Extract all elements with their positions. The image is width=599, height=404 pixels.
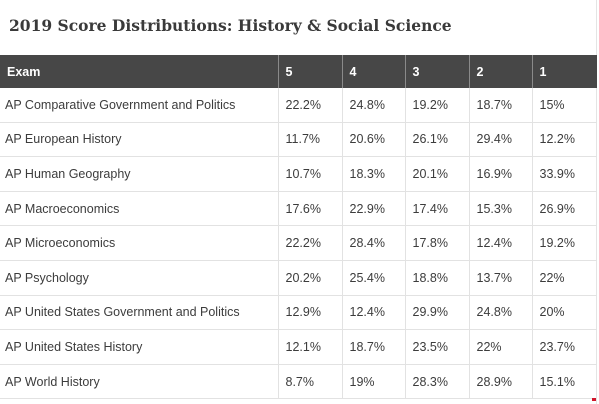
header-row: Exam 5 4 3 2 1 bbox=[0, 55, 597, 88]
score-2-cell: 22% bbox=[469, 329, 533, 365]
score-5-cell: 22.2% bbox=[278, 225, 343, 261]
score-5-cell: 8.7% bbox=[278, 364, 343, 400]
table-header: Exam 5 4 3 2 1 bbox=[0, 55, 597, 88]
score-1-cell: 15.1% bbox=[532, 364, 597, 400]
score-3-cell: 19.2% bbox=[405, 88, 470, 123]
score-4-cell: 28.4% bbox=[342, 225, 406, 261]
score-3-cell: 17.4% bbox=[405, 191, 470, 227]
score-5-cell: 20.2% bbox=[278, 260, 343, 296]
corner-marker bbox=[592, 398, 596, 401]
score-4-cell: 12.4% bbox=[342, 295, 406, 331]
score-3-cell: 28.3% bbox=[405, 364, 470, 400]
score-1-cell: 15% bbox=[532, 88, 597, 123]
exam-name-cell: AP Microeconomics bbox=[0, 225, 279, 261]
exam-name-cell: AP United States History bbox=[0, 329, 279, 365]
score-1-cell: 12.2% bbox=[532, 122, 597, 158]
score-2-cell: 29.4% bbox=[469, 122, 533, 158]
exam-name-cell: AP Psychology bbox=[0, 260, 279, 296]
score-2-cell: 18.7% bbox=[469, 88, 533, 123]
score-3-cell: 18.8% bbox=[405, 260, 470, 296]
score-5-cell: 12.1% bbox=[278, 329, 343, 365]
table-row: AP Human Geography 10.7% 18.3% 20.1% 16.… bbox=[0, 156, 597, 192]
score-1-cell: 19.2% bbox=[532, 225, 597, 261]
score-5-cell: 10.7% bbox=[278, 156, 343, 192]
table-row: AP Psychology 20.2% 25.4% 18.8% 13.7% 22… bbox=[0, 260, 597, 296]
score-3-cell: 20.1% bbox=[405, 156, 470, 192]
score-5-cell: 17.6% bbox=[278, 191, 343, 227]
score-2-cell: 13.7% bbox=[469, 260, 533, 296]
score-2-cell: 28.9% bbox=[469, 364, 533, 400]
score-4-cell: 18.7% bbox=[342, 329, 406, 365]
score-2-cell: 16.9% bbox=[469, 156, 533, 192]
table-row: AP United States History 12.1% 18.7% 23.… bbox=[0, 329, 597, 365]
score-3-cell: 26.1% bbox=[405, 122, 470, 158]
score-4-cell: 18.3% bbox=[342, 156, 406, 192]
score-4-cell: 24.8% bbox=[342, 88, 406, 123]
exam-name-cell: AP Human Geography bbox=[0, 156, 279, 192]
score-4-cell: 22.9% bbox=[342, 191, 406, 227]
header-exam: Exam bbox=[0, 55, 279, 88]
table-row: AP Comparative Government and Politics 2… bbox=[0, 88, 597, 123]
score-1-cell: 23.7% bbox=[532, 329, 597, 365]
table-body: AP Comparative Government and Politics 2… bbox=[0, 88, 597, 400]
score-3-cell: 17.8% bbox=[405, 225, 470, 261]
header-score-3: 3 bbox=[405, 55, 470, 88]
score-3-cell: 29.9% bbox=[405, 295, 470, 331]
table-row: AP United States Government and Politics… bbox=[0, 295, 597, 331]
exam-name-cell: AP Macroeconomics bbox=[0, 191, 279, 227]
table-row: AP European History 11.7% 20.6% 26.1% 29… bbox=[0, 122, 597, 158]
exam-name-cell: AP European History bbox=[0, 122, 279, 158]
page-title: 2019 Score Distributions: History & Soci… bbox=[9, 16, 452, 35]
table-row: AP Microeconomics 22.2% 28.4% 17.8% 12.4… bbox=[0, 225, 597, 261]
exam-name-cell: AP Comparative Government and Politics bbox=[0, 88, 279, 123]
header-score-4: 4 bbox=[342, 55, 406, 88]
exam-name-cell: AP United States Government and Politics bbox=[0, 295, 279, 331]
exam-name-cell: AP World History bbox=[0, 364, 279, 400]
score-2-cell: 24.8% bbox=[469, 295, 533, 331]
score-1-cell: 22% bbox=[532, 260, 597, 296]
score-1-cell: 33.9% bbox=[532, 156, 597, 192]
header-score-1: 1 bbox=[532, 55, 597, 88]
score-5-cell: 12.9% bbox=[278, 295, 343, 331]
table-row: AP World History 8.7% 19% 28.3% 28.9% 15… bbox=[0, 364, 597, 400]
score-4-cell: 25.4% bbox=[342, 260, 406, 296]
score-5-cell: 22.2% bbox=[278, 88, 343, 123]
header-score-2: 2 bbox=[469, 55, 533, 88]
score-1-cell: 26.9% bbox=[532, 191, 597, 227]
score-distribution-table: Exam 5 4 3 2 1 AP Comparative Government… bbox=[0, 55, 597, 400]
header-score-5: 5 bbox=[278, 55, 343, 88]
score-1-cell: 20% bbox=[532, 295, 597, 331]
score-4-cell: 20.6% bbox=[342, 122, 406, 158]
table-row: AP Macroeconomics 17.6% 22.9% 17.4% 15.3… bbox=[0, 191, 597, 227]
score-4-cell: 19% bbox=[342, 364, 406, 400]
score-2-cell: 15.3% bbox=[469, 191, 533, 227]
score-5-cell: 11.7% bbox=[278, 122, 343, 158]
score-2-cell: 12.4% bbox=[469, 225, 533, 261]
score-3-cell: 23.5% bbox=[405, 329, 470, 365]
